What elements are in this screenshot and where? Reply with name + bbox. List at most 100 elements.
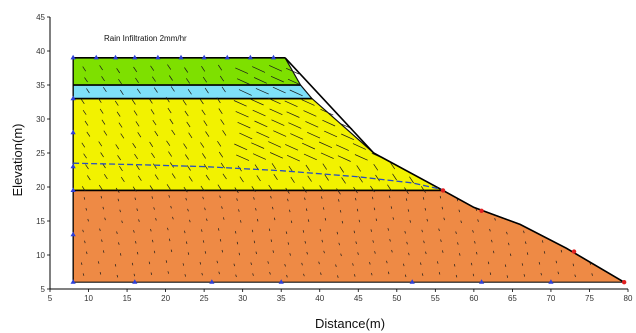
flow-vector — [118, 242, 120, 245]
flow-vector — [132, 143, 137, 149]
x-tick-label: 80 — [624, 294, 633, 303]
flow-vector — [236, 198, 238, 201]
flow-vector — [119, 253, 122, 256]
flow-vector — [374, 251, 376, 254]
flow-vector — [253, 77, 267, 84]
flow-vector — [318, 261, 320, 265]
flow-vector — [289, 89, 303, 97]
x-tick-label: 35 — [277, 294, 286, 303]
flow-vector — [272, 250, 274, 253]
flow-vector — [390, 162, 396, 170]
flow-vector — [302, 186, 307, 193]
y-tick-label: 45 — [36, 13, 45, 22]
flow-vector — [404, 274, 407, 278]
flow-vector — [201, 229, 203, 232]
flow-vector — [287, 78, 301, 86]
flow-vector — [284, 263, 286, 267]
flow-vector — [268, 141, 282, 148]
flow-vector — [303, 273, 305, 277]
flow-vector — [386, 260, 388, 264]
flow-vector — [251, 229, 254, 233]
flow-vector — [371, 272, 373, 276]
flow-vector — [201, 109, 206, 116]
flow-vector — [250, 98, 264, 106]
x-tick-label: 20 — [161, 294, 170, 303]
flow-vector — [458, 209, 460, 213]
flow-vector — [336, 188, 341, 195]
flow-vector — [341, 220, 344, 224]
flow-vector — [116, 68, 120, 74]
flow-vector — [103, 130, 108, 136]
flow-vector — [223, 217, 225, 220]
flow-vector — [339, 209, 342, 213]
flow-vector — [151, 239, 154, 243]
boundary-marker — [132, 54, 138, 60]
x-tick-label: 55 — [431, 294, 440, 303]
flow-vector — [169, 118, 174, 125]
flow-vector — [86, 88, 90, 94]
flow-vector — [269, 65, 283, 72]
flow-vector — [239, 132, 253, 140]
flow-vector — [523, 230, 525, 234]
flow-vector — [320, 272, 322, 275]
flow-vector — [255, 251, 257, 255]
flow-vector — [341, 133, 355, 141]
flow-vector — [137, 132, 142, 138]
y-tick-label: 10 — [36, 251, 45, 260]
flow-vector — [388, 195, 391, 199]
flow-vector — [322, 119, 336, 127]
flow-vector — [526, 252, 529, 255]
flow-vector — [170, 205, 172, 209]
flow-vector — [506, 231, 508, 235]
flow-vector — [185, 241, 188, 244]
flow-vector — [591, 273, 593, 276]
flow-vector — [169, 75, 173, 81]
flow-vector — [221, 86, 226, 93]
flow-vector — [303, 153, 317, 161]
flow-vector — [202, 196, 204, 200]
flow-vector — [168, 195, 170, 198]
flow-vector — [238, 209, 240, 212]
flow-vector — [186, 165, 191, 171]
boundary-marker — [70, 187, 76, 192]
flow-vector — [114, 100, 119, 106]
flow-vector — [189, 219, 191, 223]
flow-vector — [120, 176, 125, 182]
x-tick-label: 25 — [200, 294, 209, 303]
x-tick-label: 15 — [123, 294, 132, 303]
flow-vector — [422, 197, 425, 200]
flow-vector — [421, 186, 426, 193]
flow-vector — [82, 110, 87, 115]
flow-vector — [290, 133, 304, 140]
flow-vector — [149, 141, 154, 148]
flow-vector — [218, 64, 223, 71]
flow-vector — [204, 87, 209, 94]
flow-vector — [324, 130, 338, 138]
flow-vector — [287, 242, 290, 245]
flow-vector — [370, 229, 372, 232]
flow-vector — [166, 184, 171, 190]
flow-vector — [131, 99, 136, 105]
flow-vector — [443, 217, 445, 221]
flow-vector — [354, 274, 356, 277]
flow-vector — [268, 228, 271, 232]
flow-vector — [166, 140, 171, 146]
flow-vector — [206, 218, 208, 222]
flow-vector — [269, 108, 283, 116]
flow-vector — [509, 253, 512, 257]
flow-vector — [541, 240, 544, 243]
flow-vector — [323, 250, 325, 254]
flow-vector — [307, 131, 321, 139]
flow-vector — [267, 97, 281, 105]
flow-vector — [199, 98, 204, 105]
boundary-marker — [224, 54, 230, 60]
flow-vector — [149, 185, 154, 191]
flow-vector — [524, 241, 527, 245]
flow-vector — [185, 197, 187, 201]
flow-vector — [354, 154, 368, 161]
flow-vector — [304, 240, 307, 244]
flow-vector — [324, 174, 329, 181]
flow-vector — [273, 130, 287, 137]
flow-vector — [470, 262, 473, 266]
flow-vector — [403, 263, 405, 267]
